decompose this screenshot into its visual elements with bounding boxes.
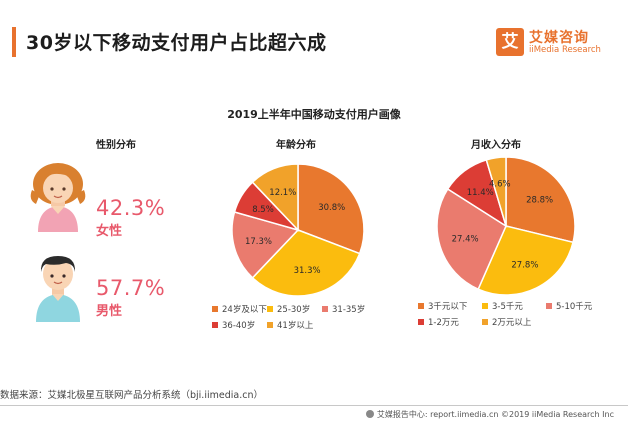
gender-section-title: 性别分布 (96, 140, 136, 151)
female-percentage: 42.3% (96, 196, 166, 220)
legend-swatch (418, 302, 424, 309)
iimedia-logo: 艾 艾媒咨询 iiMedia Research (496, 26, 618, 60)
legend-label: 2万元以上 (492, 318, 532, 328)
age-pie-chart: 30.8% 31.3% 17.3% 8.5% 12.1% (231, 163, 365, 297)
legend-item: 36-40岁 (212, 319, 255, 331)
legend-label: 25-30岁 (277, 305, 311, 315)
legend-item: 3-5千元 (482, 300, 523, 312)
legend-item: 25-30岁 (267, 303, 310, 315)
legend-swatch (267, 305, 273, 312)
pie-data-label: 28.8% (526, 196, 553, 206)
legend-swatch (212, 305, 218, 312)
legend-swatch (322, 305, 328, 312)
income-pie-chart: 28.8% 27.8% 27.4% 11.4%4.6% (436, 156, 576, 296)
pie-data-label: 8.5% (252, 205, 274, 215)
age-legend: 24岁及以下 25-30岁 31-35岁 36-40岁 41岁以上 (212, 303, 392, 333)
income-chart-title: 月收入分布 (471, 140, 521, 151)
age-chart-title: 年龄分布 (276, 140, 316, 151)
pie-slice (231, 211, 300, 279)
male-percentage: 57.7% (96, 276, 166, 300)
male-label: 男性 (96, 304, 123, 319)
pie-data-label: 27.8% (511, 260, 538, 270)
legend-label: 41岁以上 (277, 321, 314, 331)
report-center-icon (365, 409, 374, 418)
footer-divider (0, 405, 628, 406)
pie-slice (505, 156, 576, 244)
legend-swatch (482, 318, 488, 325)
pie-data-label: 4.6% (489, 180, 511, 190)
legend-item: 24岁及以下 (212, 303, 267, 315)
pie-slice (251, 229, 361, 297)
pie-slice (485, 156, 507, 227)
pie-data-label: 11.4% (467, 188, 494, 198)
pie-slice (297, 163, 365, 255)
logo-name-en: iiMedia Research (529, 45, 601, 55)
legend-item: 1-2万元 (418, 316, 459, 328)
legend-label: 31-35岁 (332, 305, 366, 315)
pie-data-label: 30.8% (318, 203, 345, 213)
data-source-note: 数据来源：艾媒北极星互联网产品分析系统（bji.iimedia.cn） (0, 390, 263, 401)
legend-label: 1-2万元 (428, 318, 459, 328)
legend-item: 41岁以上 (267, 319, 313, 331)
pie-slice (251, 163, 299, 232)
chart-subtitle: 2019上半年中国移动支付用户画像 (227, 108, 401, 121)
female-avatar-icon (30, 163, 86, 232)
logo-name-cn: 艾媒咨询 (529, 30, 589, 46)
pie-data-label: 12.1% (269, 188, 296, 198)
male-avatar-icon (36, 256, 80, 322)
legend-swatch (212, 321, 218, 328)
legend-swatch (267, 321, 273, 328)
footer: 艾媒报告中心: report.iimedia.cn ©2019 iiMedia … (365, 409, 614, 420)
pie-data-label: 17.3% (245, 237, 272, 247)
legend-label: 24岁及以下 (222, 305, 267, 315)
footer-text: 艾媒报告中心: report.iimedia.cn ©2019 iiMedia … (376, 410, 614, 419)
title-accent-bar (12, 27, 16, 57)
pie-data-label: 27.4% (452, 235, 479, 245)
legend-swatch (546, 302, 552, 309)
pie-slice (477, 225, 574, 296)
legend-label: 36-40岁 (222, 321, 256, 331)
pie-slice (436, 187, 507, 291)
page-title: 30岁以下移动支付用户占比超六成 (26, 32, 327, 54)
legend-swatch (418, 318, 424, 325)
legend-item: 3千元以下 (418, 300, 467, 312)
logo-mark: 艾 (496, 28, 524, 56)
legend-label: 3千元以下 (428, 302, 468, 312)
pie-data-label: 31.3% (294, 266, 321, 276)
income-legend: 3千元以下 3-5千元 5-10千元 1-2万元 2万元以上 (418, 300, 618, 330)
legend-item: 2万元以上 (482, 316, 531, 328)
legend-label: 5-10千元 (556, 302, 593, 312)
legend-item: 31-35岁 (322, 303, 365, 315)
legend-item: 5-10千元 (546, 300, 592, 312)
legend-swatch (482, 302, 488, 309)
female-label: 女性 (96, 224, 123, 239)
legend-label: 3-5千元 (492, 302, 523, 312)
